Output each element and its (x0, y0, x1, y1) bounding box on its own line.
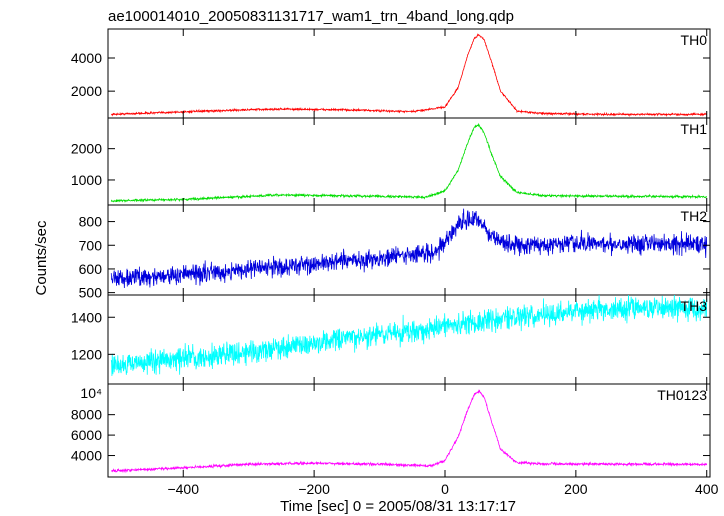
series-line-th3 (110, 294, 708, 376)
y-tick-label: 8000 (71, 407, 102, 423)
y-tick-label: 600 (79, 261, 103, 277)
y-tick-label: 10⁴ (80, 385, 102, 401)
panel-label: TH1 (681, 121, 708, 137)
y-tick-label: 700 (79, 237, 103, 253)
x-tick-label: 200 (564, 481, 588, 497)
y-tick-label: 500 (79, 285, 103, 301)
panels: 2000 4000 TH0 1000 2000 TH1 500 600 700 800 TH2 120… (71, 28, 711, 478)
x-axis-label: Time [sec] 0 = 2005/08/31 13:17:17 (280, 498, 516, 515)
panel-th3: 1200 1400 TH3 (71, 294, 711, 385)
chart-title: ae100014010_20050831131717_wam1_trn_4ban… (108, 8, 514, 25)
y-tick-label: 6000 (71, 427, 102, 443)
panel-frame (107, 28, 711, 119)
series-line-th0123 (110, 388, 708, 474)
panel-frame (107, 383, 711, 478)
y-tick-label: 800 (79, 214, 103, 230)
y-axis-label: Counts/sec (33, 220, 50, 296)
y-tick-label: 4000 (71, 50, 102, 66)
series-line-th0 (110, 33, 708, 118)
panel-label: TH2 (681, 208, 708, 224)
y-tick-label: 1200 (71, 346, 102, 362)
panel-label: TH3 (681, 298, 708, 314)
x-tick-label: −400 (167, 481, 199, 497)
y-tick-label: 4000 (71, 448, 102, 464)
panel-label: TH0123 (657, 387, 707, 403)
y-tick-label: 2000 (71, 83, 102, 99)
y-tick-label: 1000 (71, 172, 102, 188)
panel-th0: 2000 4000 TH0 (71, 28, 711, 119)
x-tick-label: 0 (441, 481, 449, 497)
panel-th0123: 4000 6000 8000 10⁴ TH0123 (71, 383, 711, 478)
panel-th2: 500 600 700 800 TH2 (79, 204, 711, 301)
panel-label: TH0 (681, 32, 708, 48)
panel-th1: 1000 2000 TH1 (71, 117, 711, 206)
series-line-th1 (110, 122, 708, 203)
x-tick-label: −200 (298, 481, 330, 497)
series-line-th2 (110, 208, 708, 289)
y-tick-label: 2000 (71, 141, 102, 157)
y-tick-label: 1400 (71, 309, 102, 325)
panel-frame (107, 204, 711, 296)
panel-frame (107, 117, 711, 206)
x-axis: −400 −200 0 200 400 (167, 481, 718, 497)
x-tick-label: 400 (695, 481, 719, 497)
